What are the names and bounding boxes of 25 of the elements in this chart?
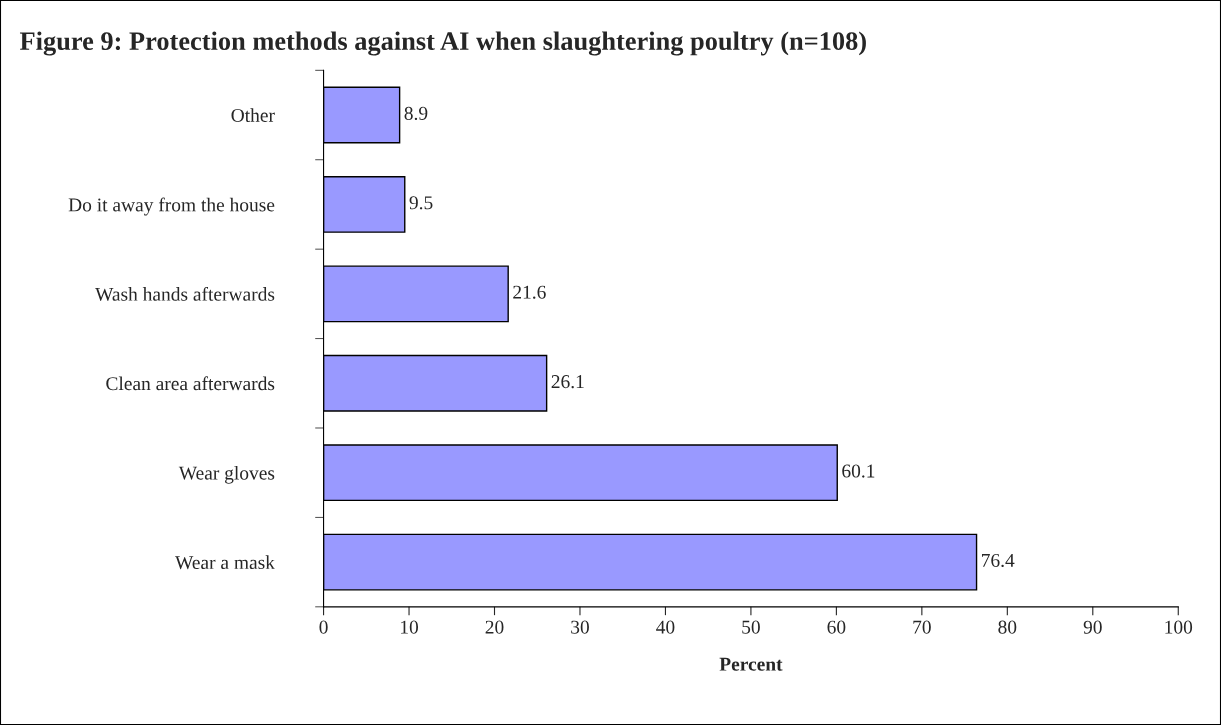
x-tick-label: 60 bbox=[827, 620, 846, 634]
x-tick-label: 70 bbox=[913, 620, 931, 634]
data-label: 76.4 bbox=[982, 553, 1015, 568]
data-label: 8.9 bbox=[404, 106, 428, 120]
x-tick-label: 10 bbox=[401, 620, 419, 634]
x-tick-label: 0 bbox=[319, 620, 328, 634]
y-tick-label: Clean area afterwards bbox=[106, 376, 275, 391]
data-label: 26.1 bbox=[551, 375, 584, 389]
y-tick-label: Wash hands afterwards bbox=[95, 286, 275, 301]
x-tick-label: 20 bbox=[485, 620, 504, 634]
y-tick-label: Do it away from the house bbox=[68, 197, 275, 216]
y-tick-label: Wear gloves bbox=[178, 465, 275, 484]
y-tick-label: Other bbox=[231, 108, 275, 122]
data-label: 21.6 bbox=[513, 285, 546, 299]
data-label: 60.1 bbox=[842, 464, 875, 478]
x-tick-label: 40 bbox=[656, 620, 675, 634]
x-tick-label: 100 bbox=[1165, 620, 1193, 634]
data-label: 9.5 bbox=[409, 196, 433, 210]
chart-title: Figure 9: Protection methods against AI when slaughtering poultry (n=108) bbox=[19, 31, 866, 56]
x-tick-label: 90 bbox=[1083, 620, 1102, 634]
x-axis-title: Percent bbox=[719, 657, 783, 671]
y-tick-label: Wear a mask bbox=[175, 555, 275, 570]
x-tick-label: 50 bbox=[742, 620, 760, 634]
x-tick-label: 30 bbox=[571, 620, 589, 634]
x-tick-label: 80 bbox=[998, 620, 1017, 634]
